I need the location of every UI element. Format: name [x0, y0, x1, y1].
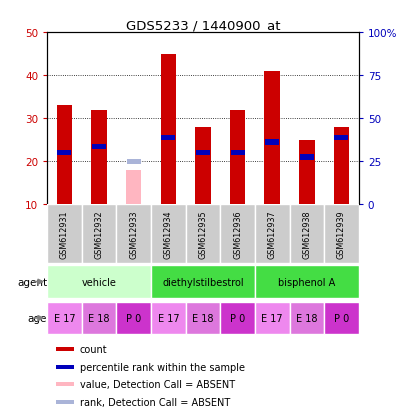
Bar — [254, 266, 358, 298]
Bar — [333, 128, 348, 205]
Text: P 0: P 0 — [333, 313, 348, 323]
Text: bisphenol A: bisphenol A — [278, 277, 335, 287]
Text: E 17: E 17 — [261, 313, 282, 323]
Bar — [185, 205, 220, 264]
Bar — [230, 151, 244, 156]
Text: GSM612934: GSM612934 — [164, 210, 173, 259]
Text: E 18: E 18 — [295, 313, 317, 323]
Bar — [254, 302, 289, 335]
Bar — [265, 140, 279, 145]
Bar — [196, 151, 209, 156]
Text: GSM612938: GSM612938 — [301, 210, 310, 259]
Text: agent: agent — [17, 277, 47, 287]
Text: P 0: P 0 — [229, 313, 245, 323]
Text: E 18: E 18 — [192, 313, 213, 323]
Bar — [195, 128, 210, 205]
Bar — [160, 55, 176, 205]
Bar — [334, 136, 348, 141]
Bar — [126, 171, 141, 205]
Bar — [299, 155, 313, 160]
Bar — [220, 302, 254, 335]
Bar — [229, 110, 245, 205]
Text: vehicle: vehicle — [81, 277, 116, 287]
Bar — [151, 266, 254, 298]
Text: GSM612935: GSM612935 — [198, 210, 207, 259]
Bar — [56, 365, 74, 369]
Bar — [56, 106, 72, 205]
Text: GSM612932: GSM612932 — [94, 210, 103, 259]
Bar — [56, 382, 74, 386]
Text: value, Detection Call = ABSENT: value, Detection Call = ABSENT — [80, 379, 234, 389]
Bar — [47, 205, 81, 264]
Bar — [220, 205, 254, 264]
Title: GDS5233 / 1440900_at: GDS5233 / 1440900_at — [126, 19, 279, 32]
Text: GSM612931: GSM612931 — [60, 210, 69, 259]
Bar — [56, 347, 74, 351]
Bar — [151, 302, 185, 335]
Bar — [151, 205, 185, 264]
Text: age: age — [28, 313, 47, 323]
Text: GSM612936: GSM612936 — [232, 210, 241, 259]
Text: E 18: E 18 — [88, 313, 110, 323]
Bar — [91, 110, 107, 205]
Bar — [264, 72, 279, 205]
Text: diethylstilbestrol: diethylstilbestrol — [162, 277, 243, 287]
Text: count: count — [80, 344, 107, 354]
Text: GSM612933: GSM612933 — [129, 210, 138, 259]
Text: percentile rank within the sample: percentile rank within the sample — [80, 362, 244, 372]
Bar — [185, 302, 220, 335]
Bar — [116, 302, 151, 335]
Text: P 0: P 0 — [126, 313, 141, 323]
Bar — [324, 302, 358, 335]
Bar — [57, 151, 71, 156]
Bar — [161, 136, 175, 141]
Bar — [298, 140, 314, 205]
Text: rank, Detection Call = ABSENT: rank, Detection Call = ABSENT — [80, 396, 229, 407]
Text: E 17: E 17 — [54, 313, 75, 323]
Bar — [324, 205, 358, 264]
Bar — [92, 144, 106, 150]
Bar — [116, 205, 151, 264]
Bar — [254, 205, 289, 264]
Bar — [81, 302, 116, 335]
Bar — [56, 400, 74, 404]
Text: E 17: E 17 — [157, 313, 179, 323]
Text: GSM612939: GSM612939 — [336, 210, 345, 259]
Bar — [47, 302, 81, 335]
Bar — [81, 205, 116, 264]
Bar — [47, 266, 151, 298]
Bar — [289, 302, 324, 335]
Text: GSM612937: GSM612937 — [267, 210, 276, 259]
Bar — [126, 159, 140, 164]
Bar — [289, 205, 324, 264]
